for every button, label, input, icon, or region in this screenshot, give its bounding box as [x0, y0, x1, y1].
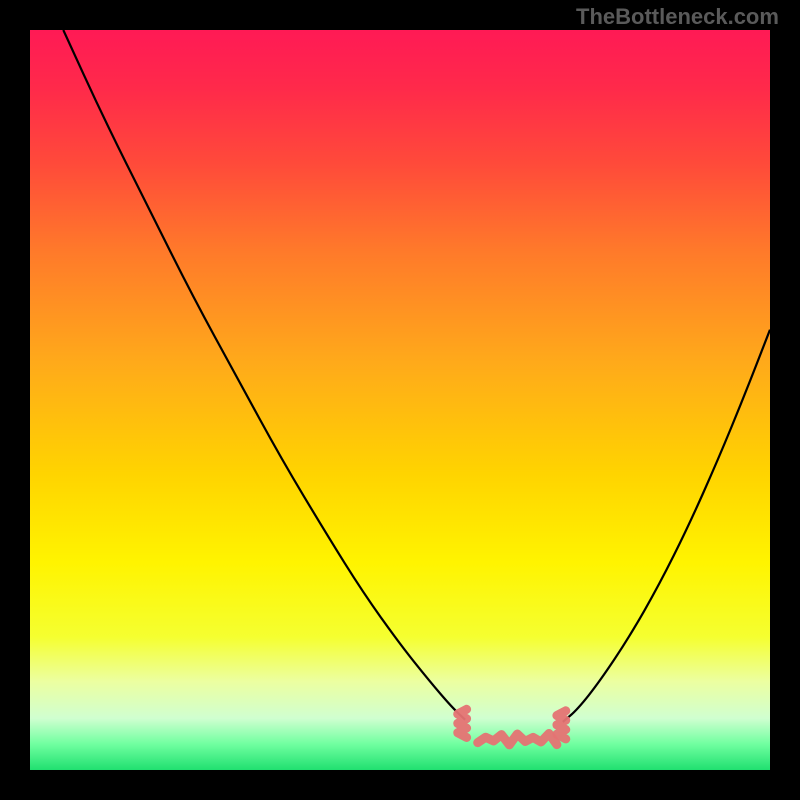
left-curve: [63, 30, 465, 720]
watermark-text: TheBottleneck.com: [576, 4, 779, 30]
curve-layer: [30, 30, 770, 770]
plot-area: [30, 30, 770, 770]
right-curve: [563, 330, 770, 722]
basin-stroke-1: [478, 734, 557, 745]
basin-marker: [458, 709, 566, 744]
basin-stroke-0: [458, 709, 467, 737]
chart-container: TheBottleneck.com: [0, 0, 800, 800]
basin-stroke-2: [557, 711, 566, 739]
